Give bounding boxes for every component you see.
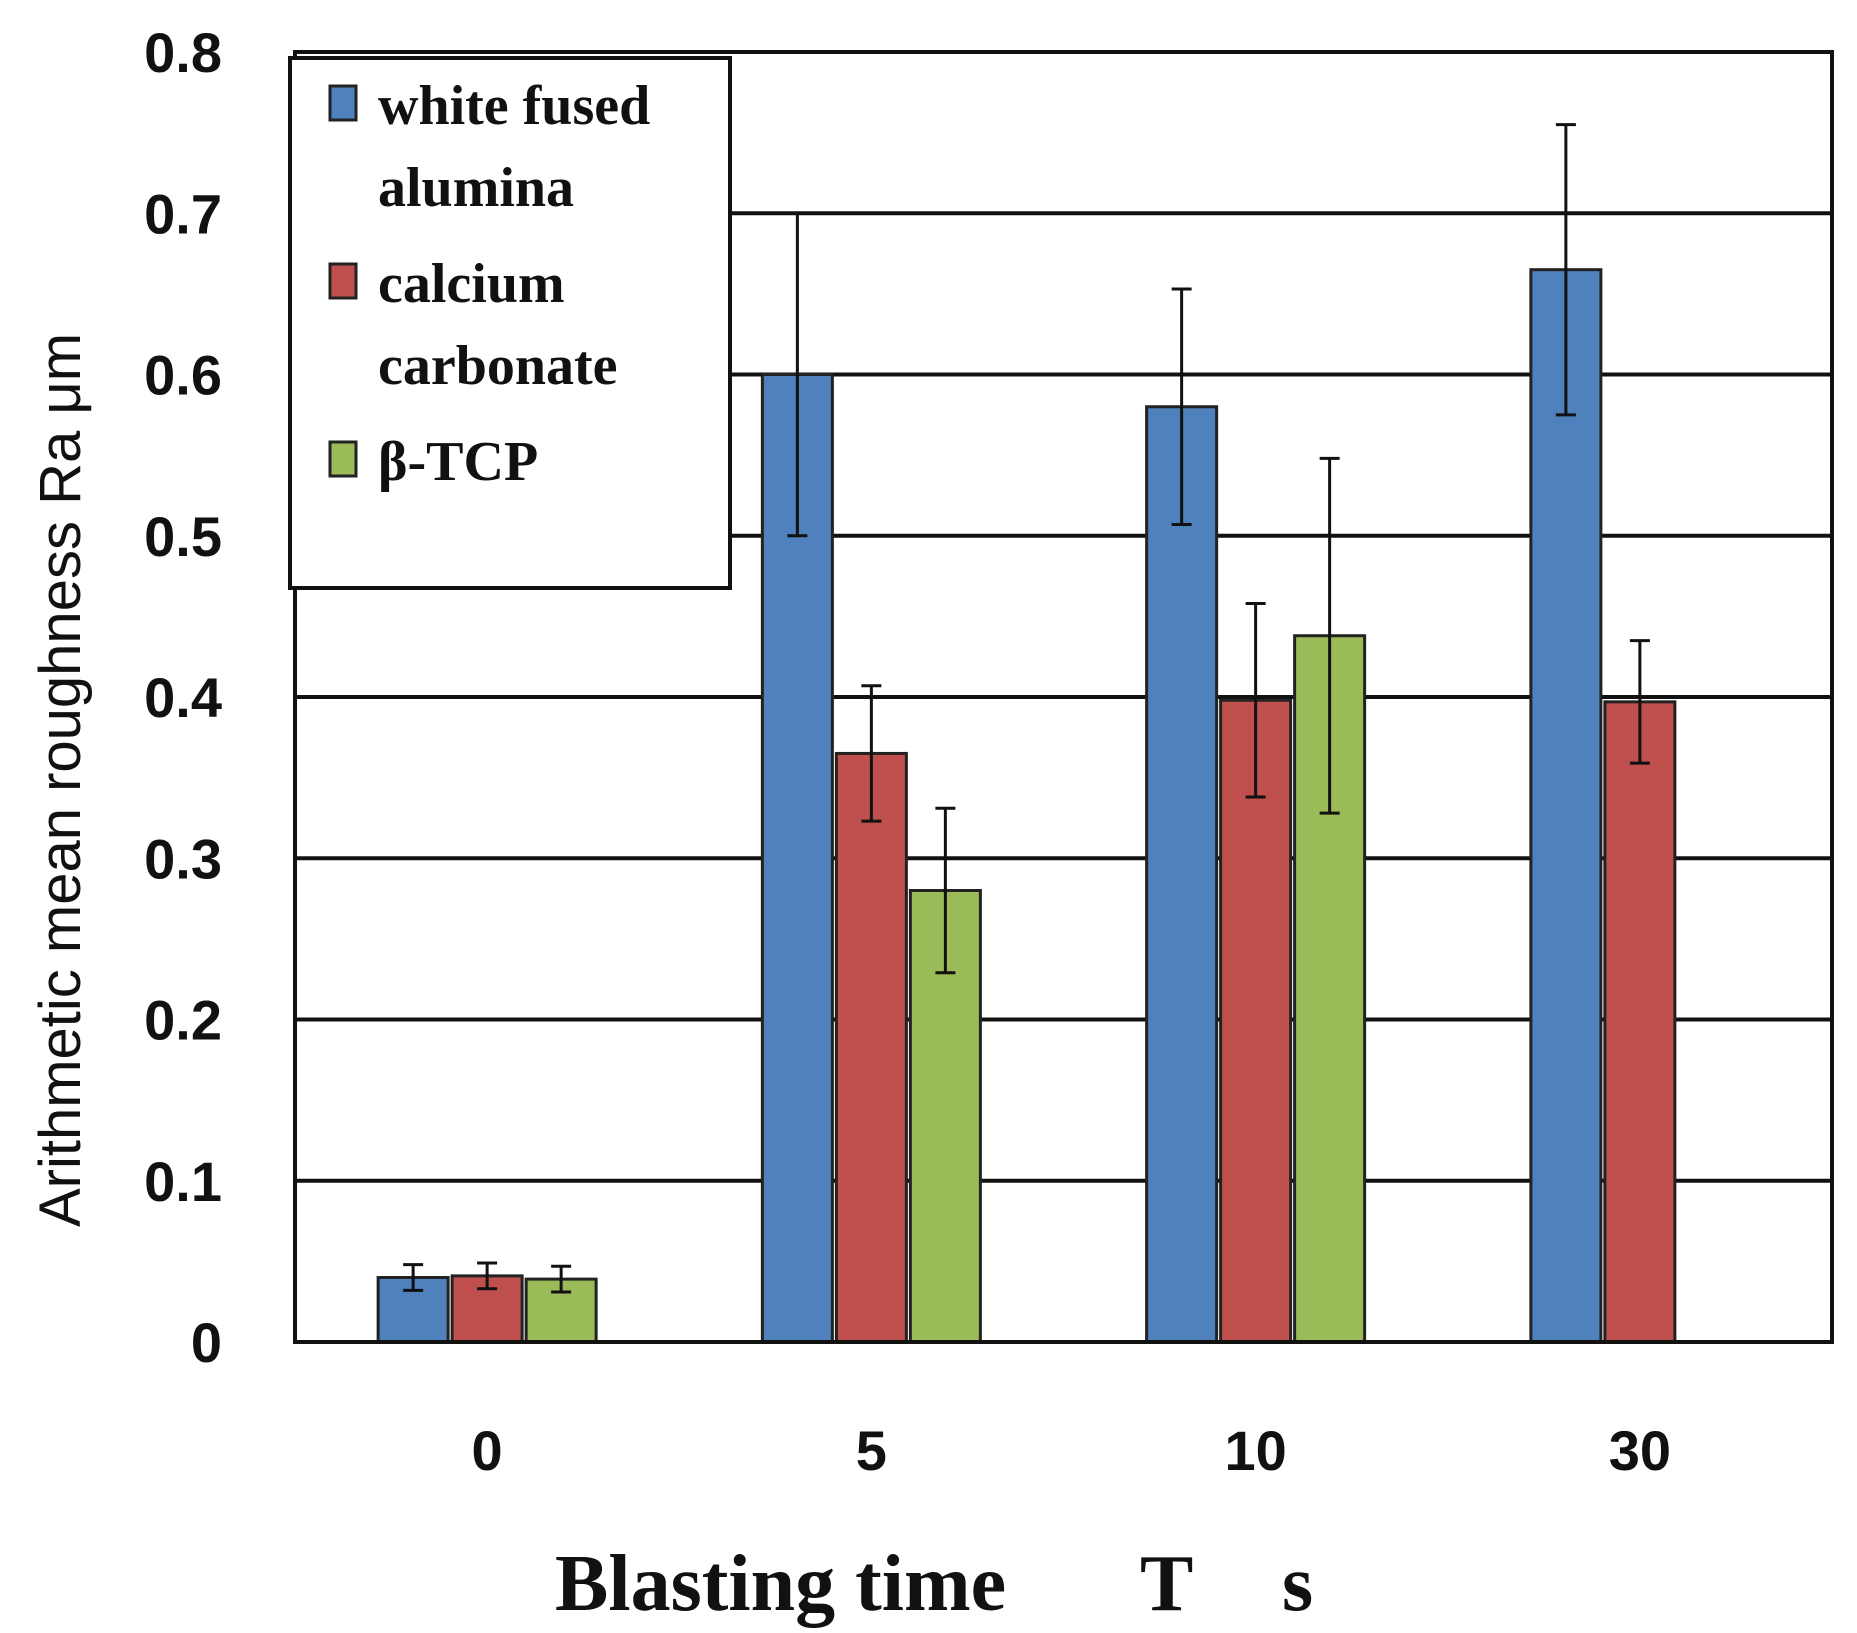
- plot-border: [293, 50, 1834, 1344]
- x-axis-label-symbol: T: [1140, 1540, 1193, 1628]
- legend-box: [288, 56, 732, 590]
- plot-frame: [293, 50, 1834, 1344]
- y-tick-label: 0: [191, 1311, 222, 1374]
- bar: [834, 751, 908, 1344]
- bar: [1529, 268, 1603, 1344]
- legend-label: white fused: [378, 75, 650, 137]
- x-axis-label: Blasting time T s: [555, 1540, 1313, 1628]
- y-tick-label: 0.2: [144, 989, 222, 1052]
- legend-swatch: [328, 84, 358, 122]
- y-tick-label: 0.4: [144, 666, 222, 729]
- bar: [1145, 405, 1219, 1344]
- legend: white fused alumina calcium carbonate β-TCP: [288, 56, 732, 590]
- y-axis-label: Arithmetic mean roughness Ra μm: [28, 333, 93, 1227]
- legend-label: calcium: [378, 253, 565, 315]
- y-tick-label: 0.1: [144, 1150, 222, 1213]
- bar: [1603, 700, 1677, 1344]
- x-tick-label: 5: [856, 1419, 887, 1482]
- x-tick-label: 10: [1224, 1419, 1286, 1482]
- y-axis-ticks: 0 0.1 0.2 0.3 0.4 0.5 0.6 0.7 0.8: [144, 21, 222, 1374]
- x-tick-label: 30: [1609, 1419, 1671, 1482]
- y-tick-label: 0.6: [144, 344, 222, 407]
- bar: [1219, 698, 1293, 1344]
- legend-swatch: [328, 440, 358, 478]
- x-tick-label: 0: [472, 1419, 503, 1482]
- y-tick-label: 0.8: [144, 21, 222, 84]
- legend-label: β-TCP: [378, 431, 538, 493]
- x-axis-label-text: Blasting time: [555, 1540, 1006, 1628]
- x-axis-label-unit: s: [1282, 1540, 1313, 1628]
- error-bars: [403, 123, 1650, 1294]
- legend-label: carbonate: [378, 335, 618, 397]
- y-tick-label: 0.7: [144, 182, 222, 245]
- x-axis-ticks: 0 5 10 30: [472, 1419, 1671, 1482]
- legend-swatch: [328, 262, 358, 300]
- y-tick-label: 0.3: [144, 827, 222, 890]
- legend-label: alumina: [378, 157, 574, 219]
- y-tick-label: 0.5: [144, 505, 222, 568]
